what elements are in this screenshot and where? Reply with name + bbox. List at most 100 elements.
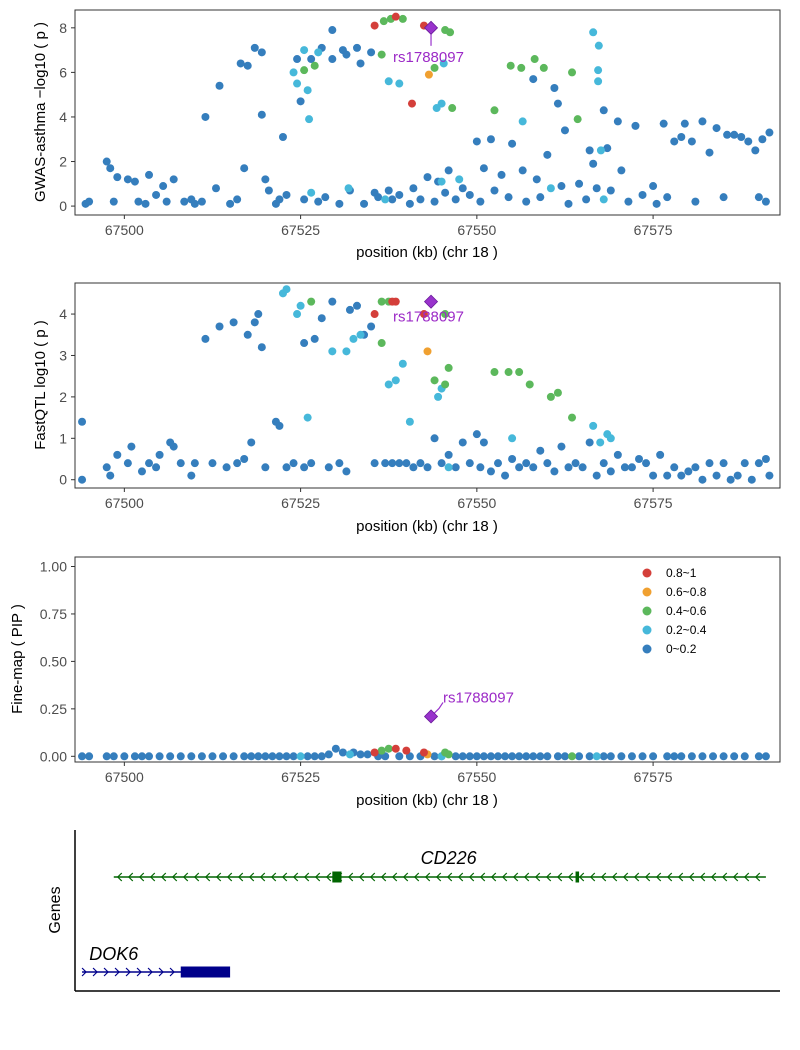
snp-point <box>472 752 481 761</box>
snp-point <box>455 175 464 184</box>
snp-point <box>726 475 735 484</box>
snp-point <box>159 182 168 191</box>
strand-arrow <box>589 872 596 882</box>
snp-point <box>761 752 770 761</box>
snp-point <box>522 459 531 468</box>
strand-arrow <box>215 872 222 882</box>
snp-point <box>367 322 376 331</box>
snp-point <box>395 752 404 761</box>
snp-point <box>594 41 603 50</box>
snp-point <box>564 199 573 208</box>
strand-arrow <box>259 872 266 882</box>
snp-point <box>236 59 245 68</box>
snp-point <box>472 137 481 146</box>
snp-point <box>430 434 439 443</box>
snp-point <box>268 752 277 761</box>
snp-point <box>441 380 450 389</box>
snp-point <box>656 450 665 459</box>
strand-arrow <box>611 872 618 882</box>
strand-arrow <box>699 872 706 882</box>
snp-point <box>377 746 386 755</box>
y-tick-label: 0.75 <box>40 606 67 622</box>
snp-point <box>479 752 488 761</box>
snp-point <box>377 50 386 59</box>
y-tick-label: 0 <box>59 472 67 488</box>
strand-arrow <box>446 872 453 882</box>
legend-label: 0~0.2 <box>666 642 697 656</box>
snp-point <box>395 79 404 88</box>
strand-arrow <box>534 872 541 882</box>
snp-point <box>719 459 728 468</box>
strand-arrow <box>149 872 156 882</box>
strand-arrow <box>655 872 662 882</box>
snp-point <box>370 21 379 30</box>
x-tick-label: 67500 <box>105 222 144 238</box>
snp-point <box>416 195 425 204</box>
snp-point <box>229 318 238 327</box>
x-tick-label: 67525 <box>281 769 320 785</box>
snp-point <box>402 459 411 468</box>
snp-point <box>479 164 488 173</box>
strand-arrow <box>633 872 640 882</box>
snp-point <box>356 330 365 339</box>
strand-arrow <box>413 872 420 882</box>
snp-point <box>446 28 455 37</box>
snp-point <box>573 115 582 124</box>
snp-point <box>296 301 305 310</box>
snp-point <box>617 752 626 761</box>
snp-point <box>663 752 672 761</box>
snp-point <box>233 459 242 468</box>
snp-point <box>585 752 594 761</box>
strand-arrow <box>567 872 574 882</box>
snp-point <box>670 137 679 146</box>
snp-point <box>627 752 636 761</box>
snp-point <box>709 752 718 761</box>
snp-point <box>530 55 539 64</box>
snp-point <box>744 137 753 146</box>
strand-arrow <box>666 872 673 882</box>
snp-point <box>106 164 115 173</box>
snp-point <box>430 63 439 72</box>
snp-point <box>476 197 485 206</box>
snp-point <box>176 459 185 468</box>
snp-point <box>599 752 608 761</box>
gene-models: CD226 DOK6 <box>81 848 766 978</box>
snp-point <box>384 77 393 86</box>
snp-point <box>592 752 601 761</box>
snp-point <box>437 459 446 468</box>
x-tick-label: 67500 <box>105 769 144 785</box>
snp-point <box>730 752 739 761</box>
snp-point <box>430 752 439 761</box>
strand-arrow <box>136 967 142 977</box>
snp-point <box>765 128 774 137</box>
snp-point <box>356 750 365 759</box>
snp-point <box>494 752 502 761</box>
strand-arrow <box>248 872 255 882</box>
snp-point <box>137 467 146 476</box>
snp-point <box>282 285 291 294</box>
snp-point <box>102 463 111 472</box>
snp-point <box>444 166 453 175</box>
snp-point <box>282 463 291 472</box>
snp-point <box>594 77 603 86</box>
snp-point <box>606 752 615 761</box>
legend-label: 0.2~0.4 <box>666 623 707 637</box>
gene-label-dok6: DOK6 <box>89 944 139 964</box>
snp-point <box>432 104 441 113</box>
snp-point <box>575 179 584 188</box>
strand-arrow <box>688 872 695 882</box>
snp-point <box>328 347 337 356</box>
snp-point <box>353 301 361 310</box>
snp-point <box>525 380 534 389</box>
y-tick-label: 0.50 <box>40 653 67 669</box>
snp-point <box>314 197 323 206</box>
strand-arrow <box>501 872 508 882</box>
snp-point <box>553 99 562 108</box>
snp-point <box>476 463 485 472</box>
y-tick-label: 4 <box>59 306 67 322</box>
snp-point <box>344 184 353 193</box>
legend-label: 0.6~0.8 <box>666 585 707 599</box>
snp-point <box>328 26 337 35</box>
snp-point <box>310 752 319 761</box>
snp-point <box>254 752 263 761</box>
